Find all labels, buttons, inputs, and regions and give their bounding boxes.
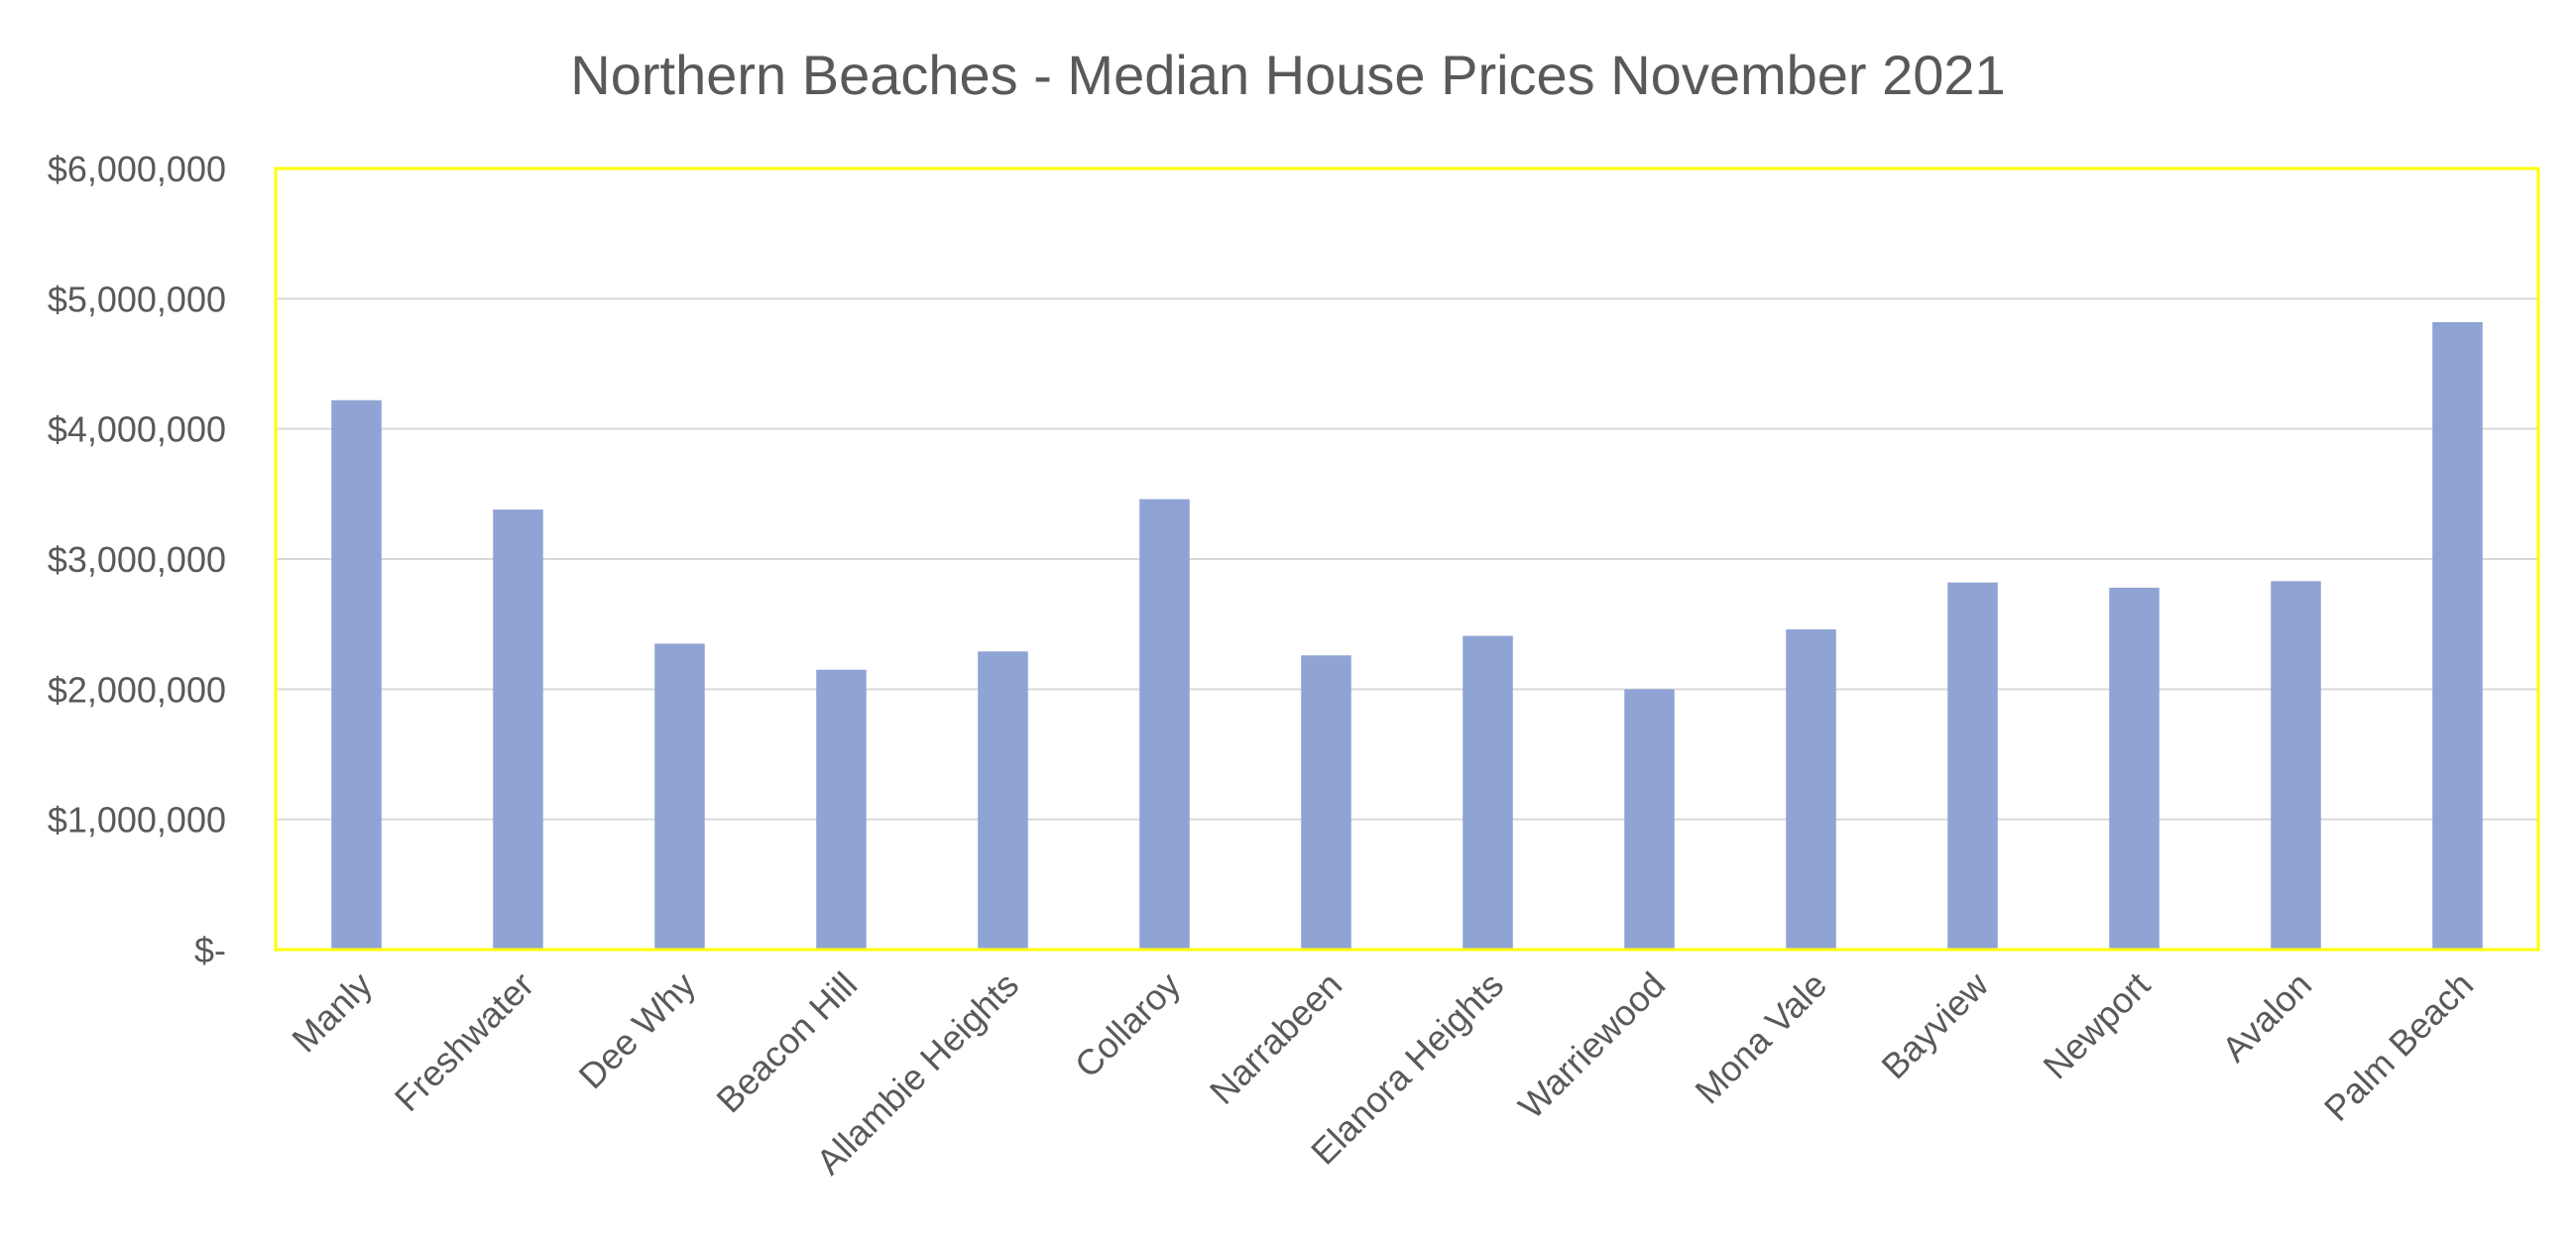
- x-tick-label: Narrabeen: [1202, 964, 1349, 1112]
- x-tick-label: Newport: [2035, 964, 2158, 1087]
- y-tick-label: $1,000,000: [48, 800, 226, 841]
- bar: [493, 509, 543, 950]
- bar: [331, 399, 382, 951]
- y-tick-label: $6,000,000: [48, 149, 226, 189]
- bar: [1624, 689, 1675, 950]
- x-tick-label: Dee Why: [570, 964, 703, 1097]
- x-tick-label: Manly: [284, 964, 380, 1061]
- gridlines: [276, 168, 2538, 951]
- y-tick-label: $3,000,000: [48, 539, 226, 580]
- bar: [2109, 587, 2160, 950]
- y-tick-label: $2,000,000: [48, 669, 226, 710]
- x-tick-label: Bayview: [1873, 963, 1996, 1086]
- bar: [2271, 581, 2321, 950]
- plot-area-border: [274, 167, 2540, 952]
- y-tick-label: $-: [194, 930, 226, 970]
- bar: [1786, 628, 1836, 950]
- bar: [978, 651, 1028, 950]
- x-tick-label: Collaroy: [1067, 964, 1188, 1085]
- chart-title: Northern Beaches - Median House Prices N…: [570, 44, 2005, 106]
- bar: [654, 643, 705, 950]
- bar: [2432, 321, 2483, 950]
- x-tick-label: Warriewood: [1510, 964, 1673, 1127]
- x-axis-ticks: Manly Freshwater Dee Why Beacon HillAllambi…: [284, 963, 2481, 1183]
- bars: [331, 321, 2483, 951]
- bar: [1947, 582, 1998, 950]
- y-axis-ticks: $- $1,000,000 $2,000,000 $3,000,000 $4,000,0…: [48, 149, 226, 970]
- x-tick-label: Mona Vale: [1687, 964, 1834, 1112]
- x-tick-label: Palm Beach: [2316, 964, 2481, 1129]
- y-tick-label: $5,000,000: [48, 279, 226, 319]
- bar: [1139, 499, 1190, 950]
- y-tick-label: $4,000,000: [48, 409, 226, 450]
- x-tick-label: Beacon Hill: [708, 964, 865, 1121]
- bar: [816, 669, 867, 950]
- x-tick-label: Freshwater: [387, 964, 541, 1119]
- x-tick-label: Avalon: [2214, 964, 2319, 1070]
- bar: [1463, 635, 1513, 950]
- bar: [1301, 655, 1351, 950]
